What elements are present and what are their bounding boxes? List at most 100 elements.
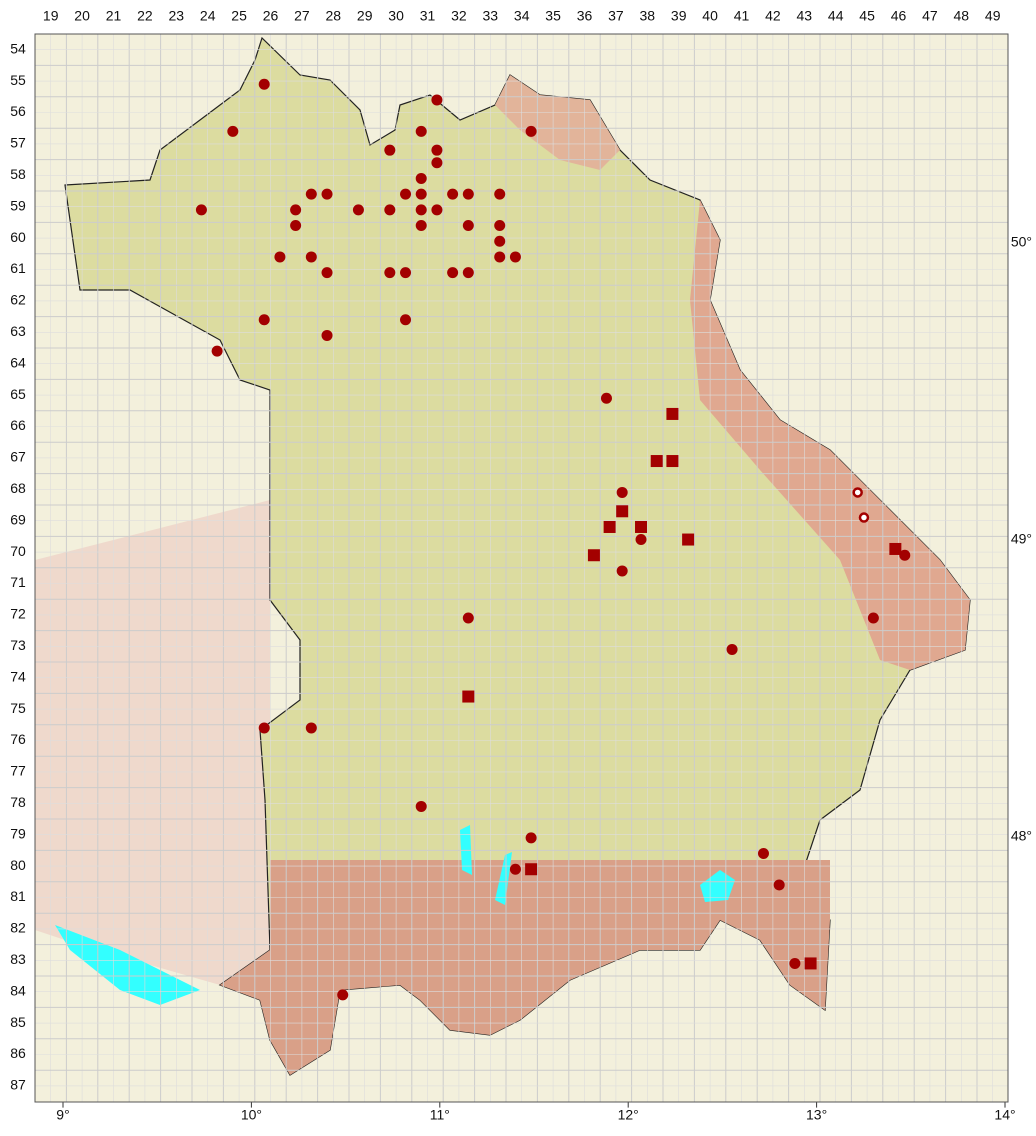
column-label: 28: [326, 8, 342, 24]
column-label: 43: [797, 8, 813, 24]
occurrence-dot: [415, 204, 427, 216]
occurrence-square: [650, 455, 663, 468]
column-label: 46: [891, 8, 907, 24]
lake: [495, 852, 512, 905]
occurrence-dot: [789, 957, 801, 969]
occurrence-dot: [616, 486, 628, 498]
grid: [34, 33, 1009, 1102]
occurrence-dot: [525, 832, 537, 844]
column-label: 40: [702, 8, 718, 24]
column-label: 36: [577, 8, 593, 24]
row-label: 57: [10, 135, 26, 151]
longitude-label: 14°: [994, 1107, 1015, 1123]
longitude-label: 9°: [56, 1107, 69, 1123]
row-label: 87: [10, 1077, 26, 1093]
row-label: 84: [10, 982, 26, 998]
occurrence-dot: [305, 188, 317, 200]
occurrence-square: [666, 407, 679, 420]
row-label: 54: [10, 40, 26, 56]
alps: [220, 860, 830, 1075]
row-label: 68: [10, 480, 26, 496]
occurrence-dot: [274, 251, 286, 263]
occurrence-dot: [258, 722, 270, 734]
column-label: 29: [357, 8, 373, 24]
occurrence-dot: [415, 188, 427, 200]
column-label: 19: [43, 8, 59, 24]
column-label: 20: [74, 8, 90, 24]
occurrence-dot: [337, 989, 349, 1001]
row-label: 73: [10, 637, 26, 653]
occurrence-dot: [384, 204, 396, 216]
row-label: 86: [10, 1045, 26, 1061]
row-label: 83: [10, 951, 26, 967]
occurrence-dot: [384, 144, 396, 156]
occurrence-dot: [415, 220, 427, 232]
occurrence-dot: [899, 549, 911, 561]
occurrence-dot: [431, 157, 443, 169]
row-label: 71: [10, 574, 26, 590]
occurrence-dot: [509, 863, 521, 875]
row-label: 59: [10, 197, 26, 213]
column-label: 22: [137, 8, 153, 24]
occurrence-dot: [305, 251, 317, 263]
occurrence-dot: [415, 800, 427, 812]
occurrence-dot: [494, 188, 506, 200]
outside-west-relief: [35, 500, 270, 985]
occurrence-square: [616, 505, 629, 518]
occurrence-open: [858, 512, 870, 523]
occurrence-dot: [321, 329, 333, 341]
occurrence-square: [889, 542, 902, 555]
column-label: 38: [640, 8, 656, 24]
occurrence-square: [804, 957, 817, 970]
column-label: 24: [200, 8, 216, 24]
column-label: 27: [294, 8, 310, 24]
occurrence-dot: [305, 722, 317, 734]
row-label: 80: [10, 857, 26, 873]
row-label: 55: [10, 72, 26, 88]
column-label: 26: [263, 8, 279, 24]
occurrence-dot: [431, 204, 443, 216]
occurrence-dot: [400, 314, 412, 326]
column-label: 39: [671, 8, 687, 24]
occurrence-open: [852, 487, 863, 498]
occurrence-dot: [415, 125, 427, 137]
row-label: 82: [10, 920, 26, 936]
occurrence-dot: [757, 848, 769, 860]
occurrence-dot: [258, 314, 270, 326]
row-label: 58: [10, 166, 26, 182]
column-label: 42: [765, 8, 781, 24]
labels: 19 20 21 22 23 24 25 26 27 28 29 30 31 32 33 34 35 36 37 38…: [10, 8, 1032, 1123]
occurrence-dot: [415, 172, 427, 184]
occurrence-square: [603, 520, 616, 533]
latitude-label: 48°: [1011, 828, 1032, 844]
latitude-label: 49°: [1011, 531, 1032, 547]
occurrence-dot: [258, 78, 270, 90]
occurrence-dot: [352, 204, 364, 216]
column-label: 25: [231, 8, 247, 24]
occurrence-dot: [400, 188, 412, 200]
column-label: 33: [483, 8, 499, 24]
occurrence-square: [682, 533, 695, 546]
occurrence-dot: [447, 188, 459, 200]
column-label: 32: [451, 8, 467, 24]
occurrence-square: [666, 455, 679, 468]
column-label: 30: [388, 8, 404, 24]
column-label: 21: [106, 8, 122, 24]
row-label: 81: [10, 888, 26, 904]
occurrence-dot: [494, 220, 506, 232]
column-label: 44: [828, 8, 844, 24]
occurrence-dot: [321, 267, 333, 279]
occurrence-dot: [773, 879, 785, 891]
occurrence-dot: [494, 235, 506, 247]
occurrence-dot: [321, 188, 333, 200]
occurrence-dot: [635, 534, 647, 546]
occurrence-square: [525, 863, 538, 876]
longitude-label: 12°: [618, 1107, 639, 1123]
longitude-label: 11°: [430, 1107, 450, 1123]
occurrence-points: [195, 78, 911, 1001]
column-label: 49: [985, 8, 1001, 24]
row-label: 56: [10, 103, 26, 119]
occurrence-dot: [600, 392, 612, 404]
occurrence-dot: [462, 612, 474, 624]
